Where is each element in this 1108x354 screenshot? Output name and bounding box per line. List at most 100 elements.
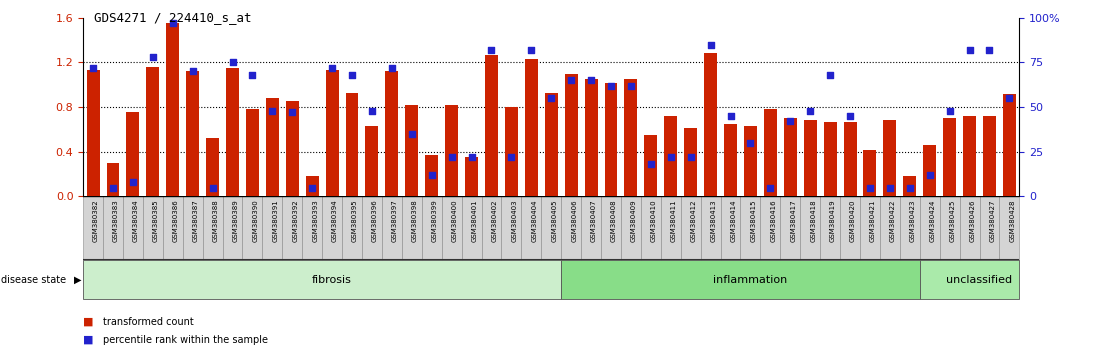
Text: GSM380415: GSM380415 (750, 200, 757, 242)
Bar (724, 124, 737, 196)
Text: unclassified: unclassified (946, 275, 1013, 285)
Bar (863, 149, 876, 196)
Bar (522, 196, 542, 260)
Bar (820, 196, 840, 260)
Bar (402, 196, 422, 260)
Text: GSM380406: GSM380406 (571, 200, 577, 242)
Point (602, 83, 619, 88)
Bar (979, 196, 999, 260)
Text: GSM380401: GSM380401 (472, 200, 478, 242)
Point (423, 172, 441, 178)
Bar (565, 74, 577, 196)
Point (542, 95, 560, 101)
Point (981, 47, 998, 53)
Point (184, 69, 202, 74)
Text: GSM380421: GSM380421 (870, 200, 876, 242)
Bar (605, 82, 617, 196)
Bar (700, 196, 720, 260)
Point (881, 185, 899, 190)
Bar (146, 67, 160, 196)
Bar (322, 196, 342, 260)
Bar (502, 196, 522, 260)
Bar (640, 196, 660, 260)
Bar (166, 23, 179, 196)
Text: GSM380398: GSM380398 (412, 200, 418, 242)
Text: disease state: disease state (1, 275, 66, 285)
Bar (223, 196, 243, 260)
Text: GSM380408: GSM380408 (611, 200, 617, 242)
Text: inflammation: inflammation (714, 275, 788, 285)
Text: transformed count: transformed count (103, 317, 194, 327)
Text: GSM380426: GSM380426 (970, 200, 975, 242)
Bar (342, 196, 362, 260)
Point (901, 185, 919, 190)
Text: GSM380416: GSM380416 (770, 200, 777, 242)
Text: GSM380393: GSM380393 (312, 200, 318, 242)
Text: GSM380392: GSM380392 (293, 200, 298, 242)
Bar (386, 72, 399, 196)
Bar (283, 196, 302, 260)
Point (244, 72, 261, 78)
Bar (545, 92, 557, 196)
Text: GSM380394: GSM380394 (332, 200, 338, 242)
Bar (86, 70, 100, 196)
Bar (203, 196, 223, 260)
Text: GSM380418: GSM380418 (810, 200, 817, 242)
Point (761, 185, 779, 190)
Text: GSM380388: GSM380388 (213, 200, 218, 242)
Point (941, 108, 958, 114)
Bar (903, 176, 916, 196)
Text: GSM380396: GSM380396 (372, 200, 378, 242)
Text: ■: ■ (83, 335, 93, 345)
Bar (505, 107, 517, 196)
Point (483, 47, 501, 53)
Text: GSM380383: GSM380383 (113, 200, 119, 242)
Text: GSM380391: GSM380391 (273, 200, 278, 242)
Bar (406, 105, 418, 196)
Bar (186, 72, 199, 196)
Text: GSM380386: GSM380386 (173, 200, 178, 242)
Text: GSM380399: GSM380399 (432, 200, 438, 242)
Bar (883, 120, 896, 196)
Text: GSM380395: GSM380395 (352, 200, 358, 242)
Bar (143, 196, 163, 260)
Text: GDS4271 / 224410_s_at: GDS4271 / 224410_s_at (94, 11, 252, 24)
Bar (103, 196, 123, 260)
Text: GSM380387: GSM380387 (193, 200, 198, 242)
Bar (425, 155, 438, 196)
Bar (1003, 94, 1016, 196)
Bar (422, 196, 442, 260)
Bar (465, 158, 478, 196)
Text: GSM380385: GSM380385 (153, 200, 158, 242)
Point (284, 110, 301, 115)
Bar (346, 92, 359, 196)
Text: GSM380390: GSM380390 (253, 200, 258, 242)
Bar (362, 196, 382, 260)
Bar (685, 128, 697, 196)
Bar (581, 196, 601, 260)
Bar (760, 196, 780, 260)
Text: GSM380427: GSM380427 (989, 200, 995, 242)
Point (1001, 95, 1018, 101)
Text: GSM380384: GSM380384 (133, 200, 138, 242)
Point (403, 131, 421, 137)
Bar (163, 196, 183, 260)
Bar (482, 196, 502, 260)
Bar (585, 79, 597, 196)
Bar (763, 109, 777, 196)
Bar (940, 196, 960, 260)
Bar (645, 135, 657, 196)
Text: GSM380425: GSM380425 (950, 200, 955, 242)
Bar (620, 196, 640, 260)
Bar (740, 196, 760, 260)
Text: GSM380409: GSM380409 (630, 200, 637, 242)
Text: GSM380402: GSM380402 (492, 200, 497, 242)
Bar (800, 196, 820, 260)
Point (701, 42, 719, 47)
Bar (83, 196, 103, 260)
Text: GSM380382: GSM380382 (93, 200, 99, 242)
Point (921, 172, 938, 178)
Bar (963, 116, 976, 196)
Bar (999, 196, 1019, 260)
Point (821, 72, 839, 78)
